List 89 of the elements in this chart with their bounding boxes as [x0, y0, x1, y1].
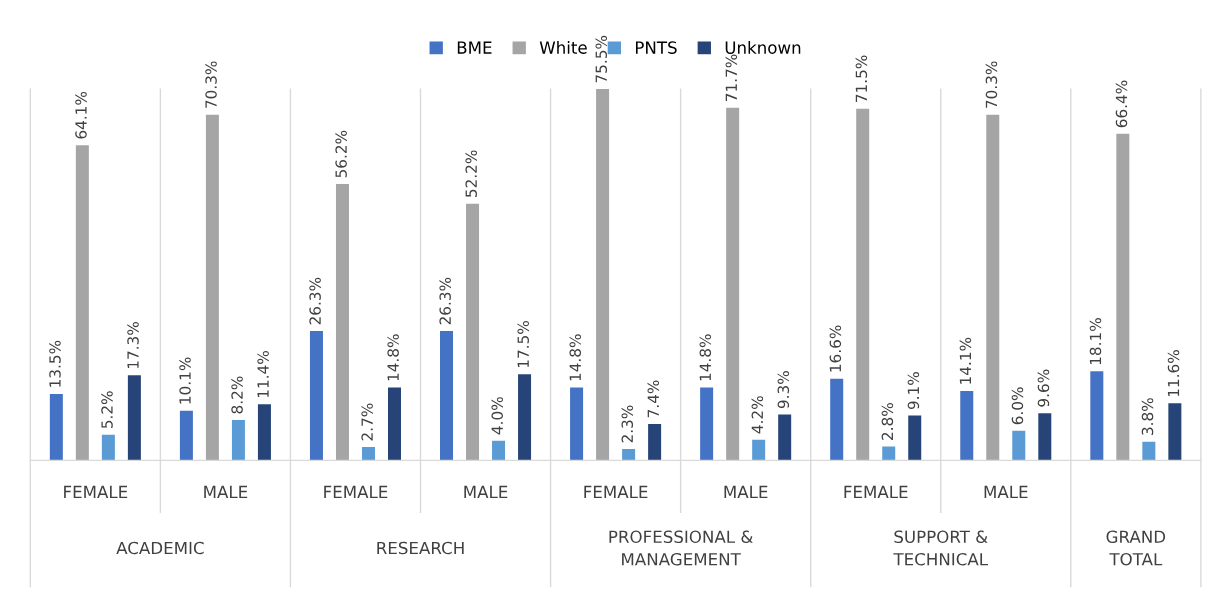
legend-label: BME — [457, 41, 492, 54]
data-label: 10.1% — [179, 357, 191, 404]
bar — [335, 184, 349, 461]
data-label: 66.4% — [1115, 80, 1128, 128]
data-label: 11.6% — [1167, 350, 1180, 397]
bar — [49, 393, 63, 461]
bar — [1168, 403, 1182, 461]
bar — [1012, 430, 1026, 461]
data-label: 64.1% — [75, 91, 87, 139]
x-tick-label: MALE — [724, 485, 768, 499]
bar — [309, 331, 323, 461]
bar — [908, 415, 922, 461]
data-label: 4.2% — [751, 396, 764, 434]
data-label: 4.0% — [491, 397, 503, 435]
bar — [622, 449, 636, 461]
x-tick-label: MALE — [204, 485, 248, 499]
bar — [440, 331, 454, 461]
data-label: 5.2% — [101, 391, 113, 429]
bar — [179, 410, 193, 461]
text: RESEARCH — [377, 541, 464, 555]
data-label: 75.5% — [595, 35, 608, 83]
data-label: 2.7% — [361, 403, 373, 441]
data-label: 9.3% — [777, 371, 790, 409]
bar — [127, 375, 141, 461]
bar — [1090, 371, 1104, 461]
data-label: 9.6% — [1037, 369, 1050, 407]
data-label: 2.3% — [621, 405, 634, 443]
bar — [466, 203, 480, 461]
data-label: 14.8% — [387, 334, 399, 381]
bar — [570, 387, 584, 461]
data-label: 26.3% — [309, 277, 321, 325]
bar — [1038, 413, 1052, 461]
bar — [231, 420, 245, 461]
data-label: 2.8% — [881, 403, 894, 440]
data-label: 17.5% — [517, 321, 529, 368]
data-label: 70.3% — [985, 61, 998, 108]
bar — [492, 440, 506, 461]
bar — [882, 446, 896, 461]
x-tick-label: MALE — [464, 485, 508, 499]
data-label: 9.1% — [907, 372, 920, 410]
x-tick-label: FEMALE — [584, 485, 648, 499]
bar — [596, 89, 610, 461]
bar — [986, 114, 1000, 461]
data-label: 18.1% — [1089, 318, 1102, 365]
bar — [830, 378, 844, 461]
bar — [778, 414, 792, 461]
data-label: 6.0% — [1011, 387, 1024, 425]
bar — [1142, 441, 1156, 461]
bar — [752, 439, 766, 461]
legend-label: PNTS — [635, 41, 677, 54]
data-label: 14.1% — [959, 337, 972, 384]
data-label: 11.4% — [257, 351, 269, 398]
data-label: 3.8% — [1141, 398, 1154, 435]
bar — [1116, 133, 1130, 461]
data-label: 71.7% — [725, 54, 738, 101]
data-label: 7.4% — [647, 380, 660, 418]
data-label: 71.5% — [855, 55, 868, 102]
data-label: 56.2% — [335, 130, 347, 178]
data-label: 16.6% — [829, 325, 842, 372]
data-label: 14.8% — [699, 334, 712, 381]
bar — [205, 114, 219, 461]
x-tick-label: MALE — [984, 485, 1028, 499]
text: PROFESSIONAL & MANAGEMENT — [609, 530, 753, 566]
x-tick-label: FEMALE — [64, 485, 128, 499]
bar — [700, 387, 714, 461]
bar — [518, 374, 532, 461]
data-label: 70.3% — [205, 61, 217, 108]
bar — [856, 108, 870, 461]
text: SUPPORT & TECHNICAL — [893, 530, 988, 566]
data-label: 13.5% — [49, 340, 61, 387]
bar — [75, 145, 89, 461]
data-label: 14.8% — [569, 334, 582, 381]
x-tick-label: FEMALE — [324, 485, 388, 499]
data-label: 17.3% — [127, 322, 139, 369]
bar — [648, 423, 662, 461]
data-label: 26.3% — [439, 277, 451, 325]
text: GRAND TOTAL — [1106, 530, 1166, 566]
bar — [257, 404, 271, 461]
bar — [387, 387, 401, 461]
bar — [361, 447, 375, 461]
legend-label: White — [539, 40, 587, 54]
data-label: 8.2% — [231, 376, 243, 414]
bar — [726, 107, 740, 461]
bar — [101, 434, 115, 461]
bar — [960, 391, 974, 461]
legend-label: Unknown — [725, 40, 801, 54]
text: ACADEMIC — [116, 541, 204, 555]
data-label: 52.2% — [465, 150, 477, 197]
x-tick-label: FEMALE — [844, 485, 908, 499]
